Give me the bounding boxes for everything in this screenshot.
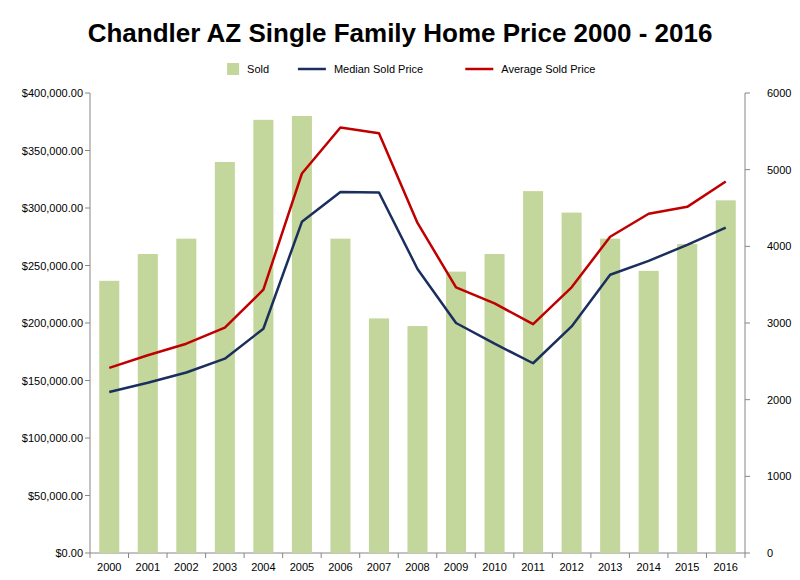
bar xyxy=(485,254,505,553)
x-tick-label: 2007 xyxy=(367,561,391,573)
bar xyxy=(330,239,350,553)
x-tick xyxy=(359,553,360,558)
y-tick xyxy=(85,93,90,94)
bar xyxy=(176,239,196,553)
x-tick xyxy=(552,553,553,558)
y2-tick xyxy=(745,246,750,247)
x-tick-label: 2006 xyxy=(328,561,352,573)
y2-tick xyxy=(745,553,750,554)
x-tick xyxy=(128,553,129,558)
x-tick-label: 2013 xyxy=(598,561,622,573)
legend-label: Sold xyxy=(247,63,269,75)
x-tick xyxy=(590,553,591,558)
x-tick-label: 2012 xyxy=(559,561,583,573)
x-tick-label: 2002 xyxy=(174,561,198,573)
y-tick-label: $100,000.00 xyxy=(22,432,83,444)
y2-tick-label: 4000 xyxy=(767,240,791,252)
bar xyxy=(138,254,158,553)
legend-swatch xyxy=(298,68,326,71)
y-tick xyxy=(85,553,90,554)
x-tick-label: 2001 xyxy=(136,561,160,573)
x-tick-label: 2014 xyxy=(636,561,660,573)
bar xyxy=(716,200,736,553)
bar xyxy=(369,318,389,553)
bar xyxy=(562,213,582,553)
x-tick-label: 2015 xyxy=(675,561,699,573)
y2-tick-label: 3000 xyxy=(767,317,791,329)
y-tick-label: $50,000.00 xyxy=(28,490,83,502)
y-tick xyxy=(85,150,90,151)
y-tick-label: $300,000.00 xyxy=(22,202,83,214)
x-tick-label: 2004 xyxy=(251,561,275,573)
chart: Chandler AZ Single Family Home Price 200… xyxy=(0,0,800,580)
x-tick xyxy=(706,553,707,558)
legend-label: Average Sold Price xyxy=(501,63,595,75)
y2-tick xyxy=(745,476,750,477)
y2-tick-label: 2000 xyxy=(767,394,791,406)
x-tick xyxy=(244,553,245,558)
y2-tick-label: 5000 xyxy=(767,164,791,176)
x-tick-label: 2008 xyxy=(405,561,429,573)
x-tick xyxy=(321,553,322,558)
x-tick xyxy=(398,553,399,558)
x-tick-label: 2010 xyxy=(482,561,506,573)
x-tick-label: 2016 xyxy=(713,561,737,573)
x-tick-label: 2000 xyxy=(97,561,121,573)
y-tick-label: $150,000.00 xyxy=(22,375,83,387)
y-tick-label: $400,000.00 xyxy=(22,87,83,99)
x-tick xyxy=(167,553,168,558)
y2-tick xyxy=(745,169,750,170)
y2-tick xyxy=(745,93,750,94)
legend: Sold Median Sold Price Average Sold Price xyxy=(227,63,595,75)
y2-tick xyxy=(745,323,750,324)
bar xyxy=(253,120,273,553)
x-tick-label: 2005 xyxy=(290,561,314,573)
x-tick xyxy=(513,553,514,558)
y2-tick-label: 6000 xyxy=(767,87,791,99)
x-tick xyxy=(436,553,437,558)
y-tick xyxy=(85,265,90,266)
x-tick xyxy=(667,553,668,558)
x-tick-label: 2011 xyxy=(521,561,545,573)
bar xyxy=(292,116,312,553)
bar xyxy=(677,244,697,553)
x-tick xyxy=(90,553,91,558)
y-tick xyxy=(85,380,90,381)
plot-area xyxy=(99,116,736,553)
legend-swatch xyxy=(227,63,239,75)
x-tick xyxy=(205,553,206,558)
x-tick xyxy=(629,553,630,558)
line-series xyxy=(109,128,725,368)
y2-tick-label: 1000 xyxy=(767,470,791,482)
y-tick-label: $0.00 xyxy=(55,547,83,559)
x-tick xyxy=(745,553,746,558)
title: Chandler AZ Single Family Home Price 200… xyxy=(88,18,713,48)
y2-tick-label: 0 xyxy=(767,547,773,559)
legend-swatch xyxy=(465,68,493,71)
x-tick-label: 2003 xyxy=(213,561,237,573)
bar xyxy=(523,191,543,553)
y-tick xyxy=(85,495,90,496)
x-tick xyxy=(282,553,283,558)
x-tick xyxy=(475,553,476,558)
y-tick xyxy=(85,208,90,209)
y-tick-label: $250,000.00 xyxy=(22,260,83,272)
bar xyxy=(99,281,119,553)
bar xyxy=(639,271,659,553)
y-tick-label: $350,000.00 xyxy=(22,145,83,157)
chart-container: Chandler AZ Single Family Home Price 200… xyxy=(0,0,800,580)
y-tick xyxy=(85,323,90,324)
y-tick xyxy=(85,438,90,439)
y2-tick xyxy=(745,399,750,400)
x-tick-label: 2009 xyxy=(444,561,468,573)
legend-label: Median Sold Price xyxy=(334,63,423,75)
y-tick-label: $200,000.00 xyxy=(22,317,83,329)
bar xyxy=(407,326,427,553)
